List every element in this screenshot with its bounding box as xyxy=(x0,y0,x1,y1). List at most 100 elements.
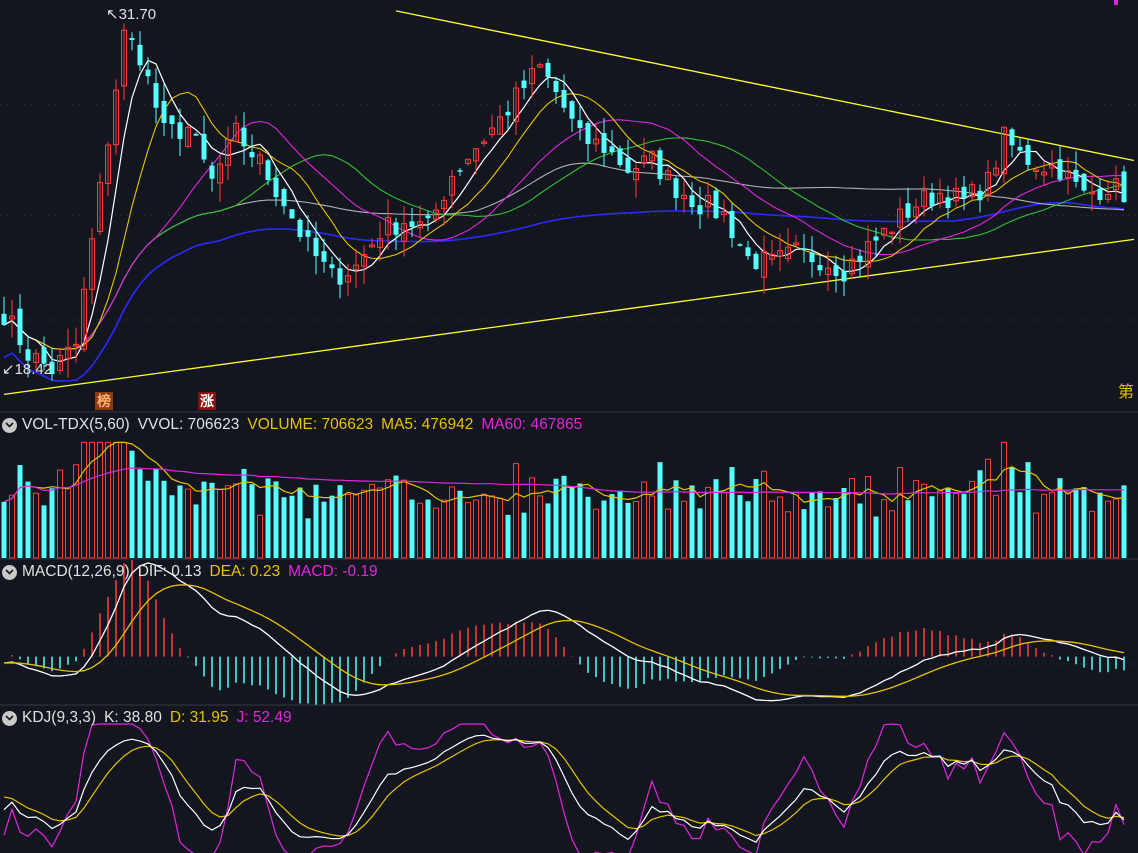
volume-bar-down xyxy=(673,480,679,558)
volume-bar-down xyxy=(737,495,743,558)
volume-bar-down xyxy=(841,487,847,558)
candle-body-up xyxy=(433,209,439,220)
volume-bar-up xyxy=(649,495,655,559)
candle-body-up xyxy=(417,221,423,229)
volume-bar-down xyxy=(305,518,311,558)
volume-bar-down xyxy=(41,505,47,558)
volume-bar-up xyxy=(913,480,919,559)
candle-body-down xyxy=(737,244,743,246)
candle-body-down xyxy=(753,253,759,270)
volume-bar-up xyxy=(89,441,95,559)
candle-body-down xyxy=(41,347,47,364)
volume-bar-up xyxy=(1033,512,1039,559)
volume-bar-up xyxy=(113,441,119,559)
low-price-marker: ↙18.42 xyxy=(2,360,52,378)
macd-indicator-name[interactable]: MACD(12,26,9) xyxy=(22,563,130,580)
high-price-label: 31.70 xyxy=(118,6,157,23)
candle-body-up xyxy=(921,190,927,207)
candle-body-up xyxy=(185,127,191,147)
volume-bar-down xyxy=(505,514,511,558)
volume-bar-up xyxy=(489,495,495,559)
volume-bar-up xyxy=(1049,492,1055,559)
volume-bar-up xyxy=(473,499,479,559)
chevron-down-icon[interactable] xyxy=(2,417,17,433)
candle-body-up xyxy=(1113,178,1119,190)
vol-ma5-line xyxy=(3,441,1125,503)
volume-bar-down xyxy=(689,485,695,558)
candle-body-up xyxy=(849,258,855,275)
volume-bar-down xyxy=(577,483,583,558)
candle-body-down xyxy=(801,248,807,250)
volume-value: VOLUME: 706623 xyxy=(247,416,374,433)
candle-body-down xyxy=(49,361,55,375)
chevron-down-icon[interactable] xyxy=(2,564,17,580)
candle-body-up xyxy=(1001,126,1007,175)
list-tag[interactable]: 榜 xyxy=(95,392,113,410)
candle-body-up xyxy=(1065,170,1071,179)
volume-bar-up xyxy=(825,506,831,559)
volume-bar-up xyxy=(1001,441,1007,559)
candle-body-up xyxy=(1089,191,1095,195)
candle-body-up xyxy=(1049,164,1055,169)
candle-body-down xyxy=(17,308,23,346)
candle-body-down xyxy=(313,237,319,257)
trendline-0 xyxy=(3,238,1135,396)
volume-bar-down xyxy=(857,503,863,558)
candle-body-up xyxy=(369,244,375,248)
j-value: J: 52.49 xyxy=(236,709,292,726)
volume-bar-down xyxy=(561,475,567,558)
candle-body-down xyxy=(609,146,615,153)
candle-body-down xyxy=(209,165,215,179)
candle-body-down xyxy=(241,127,247,147)
candle-body-down xyxy=(673,178,679,199)
kdj-indicator-name[interactable]: KDJ(9,3,3) xyxy=(22,709,97,726)
volume-bar-down xyxy=(329,495,335,558)
candle-body-down xyxy=(817,265,823,271)
volume-bar-down xyxy=(1,501,7,558)
limit-up-tag[interactable]: 涨 xyxy=(198,392,216,410)
candle-body-down xyxy=(961,186,967,198)
candle-body-down xyxy=(145,69,151,77)
vol-ma60-value: MA60: 467865 xyxy=(481,416,583,433)
volume-bar-up xyxy=(57,469,63,559)
candle-body-down xyxy=(689,195,695,208)
candle-body-up xyxy=(97,182,103,232)
volume-bar-down xyxy=(425,499,431,558)
candle-body-up xyxy=(665,170,671,180)
volume-bar-up xyxy=(537,495,543,559)
candle-body-down xyxy=(729,210,735,239)
volume-bar-up xyxy=(97,441,103,559)
macd-dif-line xyxy=(3,562,1125,702)
dif-value: DIF: 0.13 xyxy=(137,563,202,580)
candle-body-up xyxy=(489,127,495,136)
volume-bar-up xyxy=(257,514,263,559)
dea-value: DEA: 0.23 xyxy=(209,563,281,580)
candle-body-down xyxy=(585,122,591,144)
ma30-line xyxy=(3,137,1125,350)
candle-body-up xyxy=(705,194,711,208)
kdj-header: KDJ(9,3,3) K: 38.80 D: 31.95 J: 52.49 xyxy=(2,708,300,728)
volume-bar-up xyxy=(865,476,871,559)
volume-bar-down xyxy=(193,504,199,558)
candle-body-up xyxy=(57,355,63,371)
volume-bar-up xyxy=(985,458,991,559)
volume-bar-down xyxy=(977,470,983,558)
volume-bar-up xyxy=(481,493,487,559)
candle-body-up xyxy=(913,206,919,218)
candle-body-up xyxy=(1041,171,1047,176)
volume-bar-up xyxy=(969,480,975,559)
vol-indicator-name[interactable]: VOL-TDX(5,60) xyxy=(22,416,130,433)
candle-body-down xyxy=(809,252,815,263)
candle-body-up xyxy=(937,192,943,204)
chevron-down-icon[interactable] xyxy=(2,710,17,726)
volume-bar-down xyxy=(961,493,967,558)
candle-body-down xyxy=(1121,171,1127,203)
volume-bar-up xyxy=(361,489,367,559)
volume-bar-up xyxy=(33,492,39,559)
volume-bar-up xyxy=(449,486,455,559)
candle-body-down xyxy=(201,133,207,160)
volume-bar-up xyxy=(81,441,87,559)
volume-bar-up xyxy=(881,499,887,559)
